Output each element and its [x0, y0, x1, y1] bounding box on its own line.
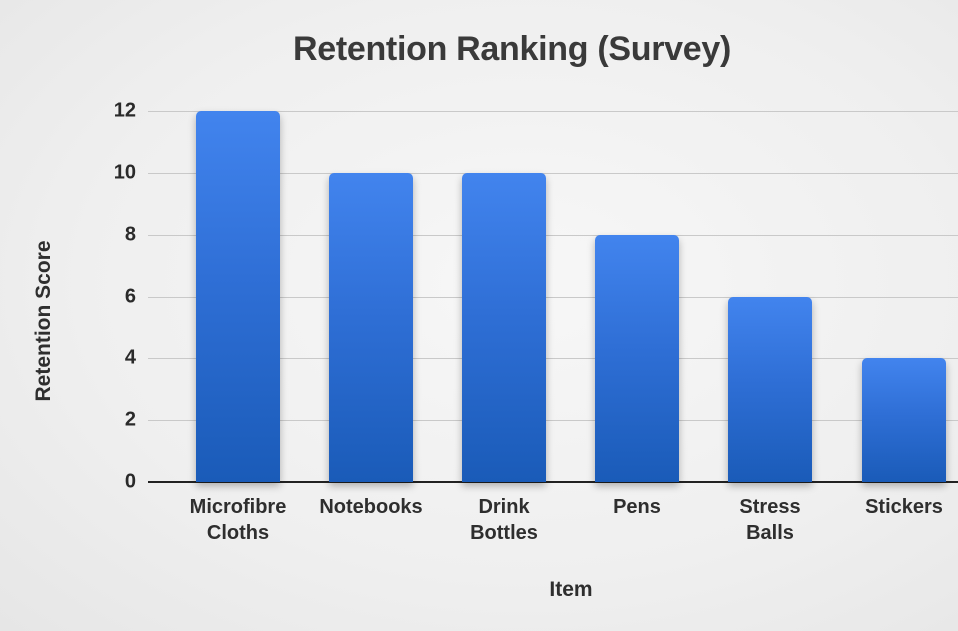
y-tick-label: 0 — [124, 470, 136, 493]
y-tick-label: 12 — [113, 99, 136, 122]
x-tick-label: Pens — [613, 496, 661, 518]
y-tick-label: 8 — [124, 223, 136, 246]
x-tick-label: Stress Balls — [739, 496, 801, 544]
x-tick-label: Notebooks — [319, 496, 423, 518]
bar — [329, 172, 413, 482]
bar — [862, 358, 946, 482]
y-tick-label: 6 — [124, 285, 136, 307]
gridline — [148, 111, 958, 112]
y-tick-label: 10 — [113, 161, 136, 184]
bar — [728, 296, 812, 482]
gridline — [148, 234, 958, 236]
x-tick-label: Drink Bottles — [470, 496, 538, 544]
y-axis-label: Retention Score — [32, 240, 55, 402]
x-axis-label: Item — [549, 578, 593, 601]
gridline — [148, 358, 958, 360]
y-tick-label: 4 — [124, 346, 136, 369]
x-tick-label: Microfibre Cloths — [189, 496, 287, 544]
bar — [462, 172, 546, 482]
gridline — [148, 296, 958, 298]
chart-title: Retention Ranking (Survey) — [292, 30, 732, 68]
bar — [196, 111, 280, 482]
bar — [595, 234, 679, 482]
gridline — [148, 420, 958, 422]
x-axis-line — [148, 481, 958, 483]
x-tick-label: Stickers — [865, 496, 943, 518]
gridline — [148, 172, 958, 174]
y-tick-label: 2 — [124, 408, 136, 431]
